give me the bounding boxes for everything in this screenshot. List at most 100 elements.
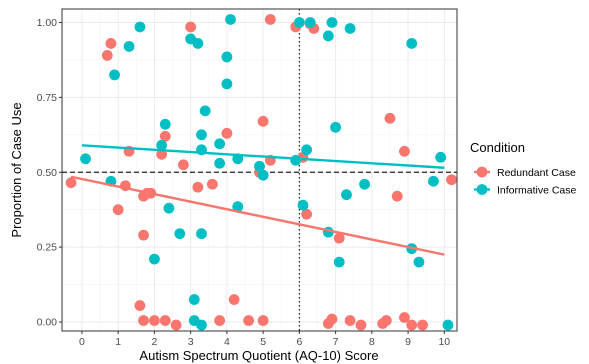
informative-case-point [192, 38, 204, 49]
redundant-case-point [264, 14, 276, 25]
redundant-case-point [391, 190, 403, 202]
informative-case-point [109, 69, 120, 81]
legend-key-point-informative-case [476, 184, 488, 195]
y-tick-label: 0.00 [37, 317, 58, 329]
informative-case-point [163, 202, 175, 214]
informative-case-point [301, 144, 313, 156]
redundant-case-point [159, 130, 171, 142]
redundant-case-point [399, 312, 410, 323]
informative-case-point [254, 160, 265, 172]
redundant-case-point [221, 127, 233, 139]
informative-case-point [257, 169, 269, 181]
redundant-case-point [170, 319, 182, 331]
redundant-case-point [65, 177, 77, 189]
informative-case-point [214, 138, 226, 150]
redundant-case-point [185, 21, 197, 33]
redundant-case-trend-line [70, 175, 445, 256]
x-tick-label: 4 [224, 336, 230, 348]
x-tick-label: 8 [369, 336, 375, 348]
informative-case-point [304, 17, 316, 28]
redundant-case-point [384, 112, 396, 124]
informative-case-point [174, 228, 186, 240]
informative-case-point [406, 38, 418, 49]
informative-case-point [297, 199, 309, 211]
informative-case-point [123, 41, 135, 52]
informative-case-point [196, 319, 207, 331]
x-tick-label: 9 [405, 336, 411, 348]
redundant-case-point [138, 315, 149, 326]
informative-case-point [428, 175, 439, 187]
redundant-case-point [243, 315, 255, 326]
redundant-case-point [355, 319, 367, 331]
y-tick-label: 0.50 [37, 167, 58, 179]
legend-label-informative-case: Informative Case [497, 184, 577, 196]
informative-case-point [199, 105, 211, 117]
informative-case-point [293, 17, 305, 28]
x-tick-label: 1 [115, 336, 121, 348]
informative-case-point [344, 23, 356, 34]
redundant-case-point [112, 204, 124, 216]
informative-case-point [159, 118, 171, 130]
redundant-case-point [206, 178, 218, 190]
redundant-case-point [406, 319, 418, 331]
redundant-case-point [214, 315, 226, 326]
redundant-case-point [192, 181, 204, 193]
informative-case-point [326, 17, 338, 28]
trend-lines [70, 144, 445, 256]
redundant-case-point [380, 315, 392, 326]
redundant-case-point [105, 38, 117, 49]
y-axis-title: Proportion of Case Use [9, 102, 24, 237]
x-axis: 0 1 2 3 4 5 6 7 8 9 10 [79, 331, 450, 348]
x-tick-label: 2 [151, 336, 157, 348]
informative-case-point [221, 78, 233, 90]
redundant-case-point [177, 159, 189, 171]
informative-case-point [290, 154, 302, 166]
redundant-case-point [344, 315, 356, 326]
x-axis-title: Autism Spectrum Quotient (AQ-10) Score [139, 348, 378, 363]
informative-case-point [435, 151, 447, 163]
redundant-case-point [417, 319, 428, 331]
redundant-case-point [228, 294, 240, 305]
informative-case-point [214, 157, 226, 169]
redundant-case-point [446, 174, 457, 186]
plot-border [61, 8, 458, 332]
informative-case-point [322, 30, 334, 42]
informative-case-point [225, 14, 236, 25]
x-tick-label: 5 [260, 336, 266, 348]
legend-title: Condition [470, 140, 525, 155]
informative-case-point [221, 51, 233, 63]
informative-case-point [149, 253, 160, 265]
redundant-case-point [333, 232, 345, 244]
x-tick-label: 0 [79, 336, 85, 348]
redundant-case-point [134, 300, 146, 311]
informative-case-point [134, 21, 146, 33]
informative-case-point [413, 256, 425, 268]
legend-key-point-redundant-case [476, 166, 488, 178]
informative-case-point [196, 228, 207, 240]
reference-lines [62, 9, 457, 331]
redundant-case-point [159, 315, 171, 326]
redundant-case-point [257, 115, 269, 127]
redundant-case-point [101, 50, 113, 61]
redundant-case-point [138, 229, 149, 241]
redundant-case-point [326, 313, 338, 325]
informative-case-trend-line [81, 144, 445, 169]
x-tick-label: 3 [188, 336, 194, 348]
y-tick-label: 0.25 [37, 242, 58, 254]
informative-case-point [330, 121, 342, 133]
redundant-case-point [301, 208, 313, 220]
informative-case-point [188, 294, 200, 305]
legend: Condition Redundant Case Informative Case [470, 140, 577, 196]
x-tick-label: 6 [296, 336, 302, 348]
grid-minor [62, 9, 457, 331]
redundant-case-point [257, 315, 269, 326]
redundant-case-point [149, 315, 160, 326]
x-tick-label: 7 [333, 336, 339, 348]
informative-case-point [232, 201, 244, 213]
informative-case-point [196, 129, 207, 141]
points [65, 14, 457, 331]
y-axis: 0.00 0.25 0.50 0.75 1.00 [37, 17, 62, 329]
legend-label-redundant-case: Redundant Case [497, 167, 576, 179]
informative-case-point [341, 189, 352, 201]
